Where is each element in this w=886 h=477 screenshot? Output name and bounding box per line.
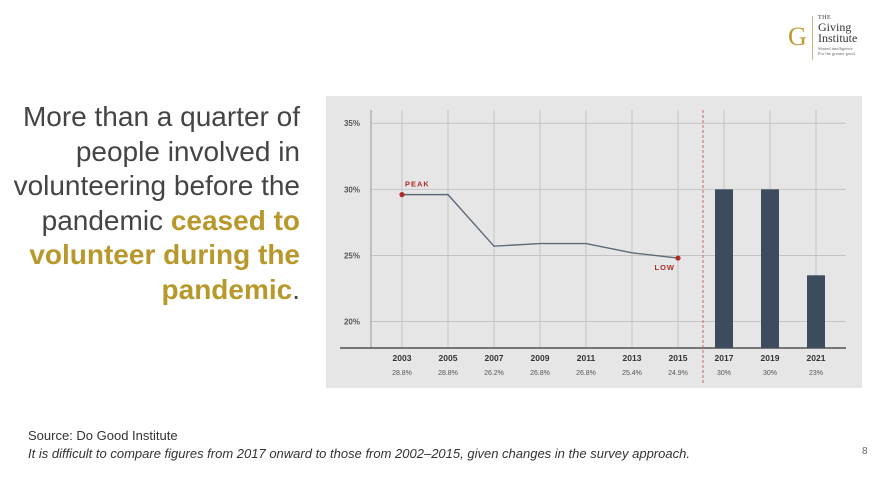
annotation-low: LOW [655,263,676,272]
bar-2017 [715,189,733,348]
volunteering-chart: 20% 25% 30% 35% PEAK LOW 2003 28.8% 2005 28.8% 200… [340,110,846,384]
value-label: 28.8% [438,370,458,377]
bar-2019 [761,189,779,348]
bar-2021 [807,275,825,348]
x-tick-label: 2007 [485,353,504,363]
value-label: 23% [809,370,823,377]
y-tick-label: 30% [344,185,360,194]
headline-normal: More than a quarter of people involved i… [13,101,300,236]
giving-institute-logo: G THE Giving Institute Shared intelligen… [788,12,878,64]
value-label: 26.2% [484,370,504,377]
y-tick-label: 20% [344,318,360,327]
x-tick-label: 2017 [715,353,734,363]
value-label: 26.8% [530,370,550,377]
logo-divider [812,16,813,60]
x-tick-label: 2013 [623,353,642,363]
headline-highlight: ceased to volunteer during the pandemic [29,204,300,305]
source-text: Source: Do Good Institute [28,428,178,443]
logo-tagline: Shared intelligence. For the greater goo… [818,46,870,56]
x-tick-label: 2005 [439,353,458,363]
x-tick-label: 2003 [393,353,412,363]
headline: More than a quarter of people involved i… [10,100,300,307]
marker-low [675,255,681,261]
survey-note: It is difficult to compare figures from … [28,446,690,461]
value-label: 24.9% [668,370,688,377]
headline-end: . [292,273,300,305]
value-label: 28.8% [392,370,412,377]
logo-the: THE [818,15,832,21]
x-tick-label: 2009 [531,353,550,363]
logo-tagline-line1: Shared intelligence. [818,46,854,51]
y-tick-label: 25% [344,251,360,260]
x-tick-label: 2015 [669,353,688,363]
value-label: 30% [763,370,777,377]
marker-peak [399,192,405,198]
y-tick-label: 35% [344,119,360,128]
x-tick-label: 2019 [761,353,780,363]
logo-name-line2: Institute [818,31,858,45]
logo-text: THE Giving Institute Shared intelligence… [818,15,870,56]
x-tick-label: 2011 [577,353,596,363]
annotation-peak: PEAK [405,180,430,189]
value-label: 25.4% [622,370,642,377]
value-label: 26.8% [576,370,596,377]
value-label: 30% [717,370,731,377]
logo-tagline-line2: For the greater good. [818,51,856,56]
logo-mark: G [788,22,807,51]
page-number: 8 [862,446,868,457]
x-tick-label: 2021 [807,353,826,363]
logo-name-line1: Giving [818,20,852,34]
chart-panel: 20% 25% 30% 35% PEAK LOW 2003 28.8% 2005 28.8% 200… [326,96,862,388]
